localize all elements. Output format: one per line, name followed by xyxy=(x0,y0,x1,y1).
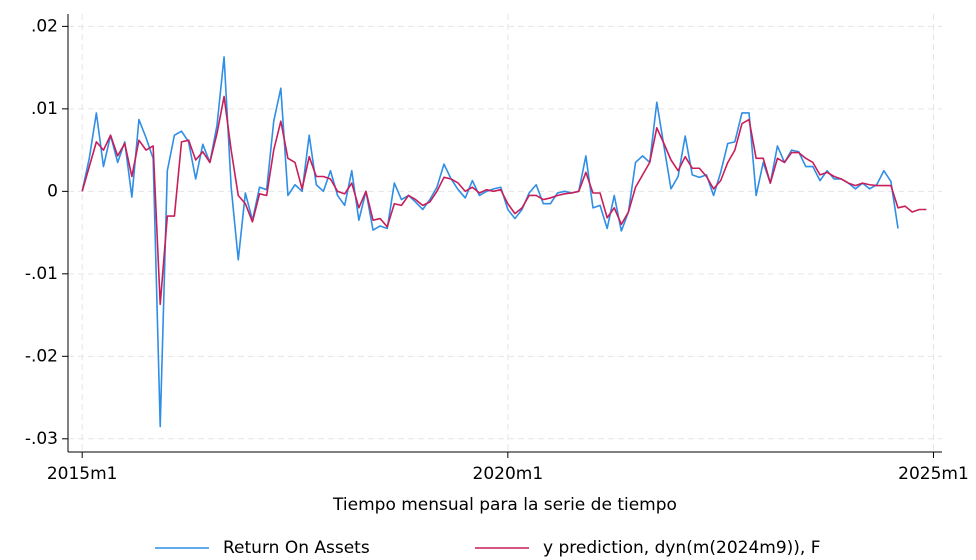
x-axis-title: Tiempo mensual para la serie de tiempo xyxy=(332,495,677,515)
y-tick-label: -.02 xyxy=(25,346,58,366)
y-tick-label: .02 xyxy=(31,16,58,36)
x-tick-label: 2025m1 xyxy=(898,464,969,484)
legend-label: y prediction, dyn(m(2024m9)), F xyxy=(543,538,821,558)
legend-label: Return On Assets xyxy=(223,538,370,558)
y-tick-label: .01 xyxy=(31,99,58,119)
y-tick-label: 0 xyxy=(47,181,58,201)
x-tick-label: 2015m1 xyxy=(47,464,118,484)
y-tick-label: -.03 xyxy=(25,429,58,449)
data-line xyxy=(81,56,899,428)
data-line xyxy=(81,95,927,306)
x-tick-label: 2020m1 xyxy=(473,464,544,484)
y-tick-label: -.01 xyxy=(25,264,58,284)
